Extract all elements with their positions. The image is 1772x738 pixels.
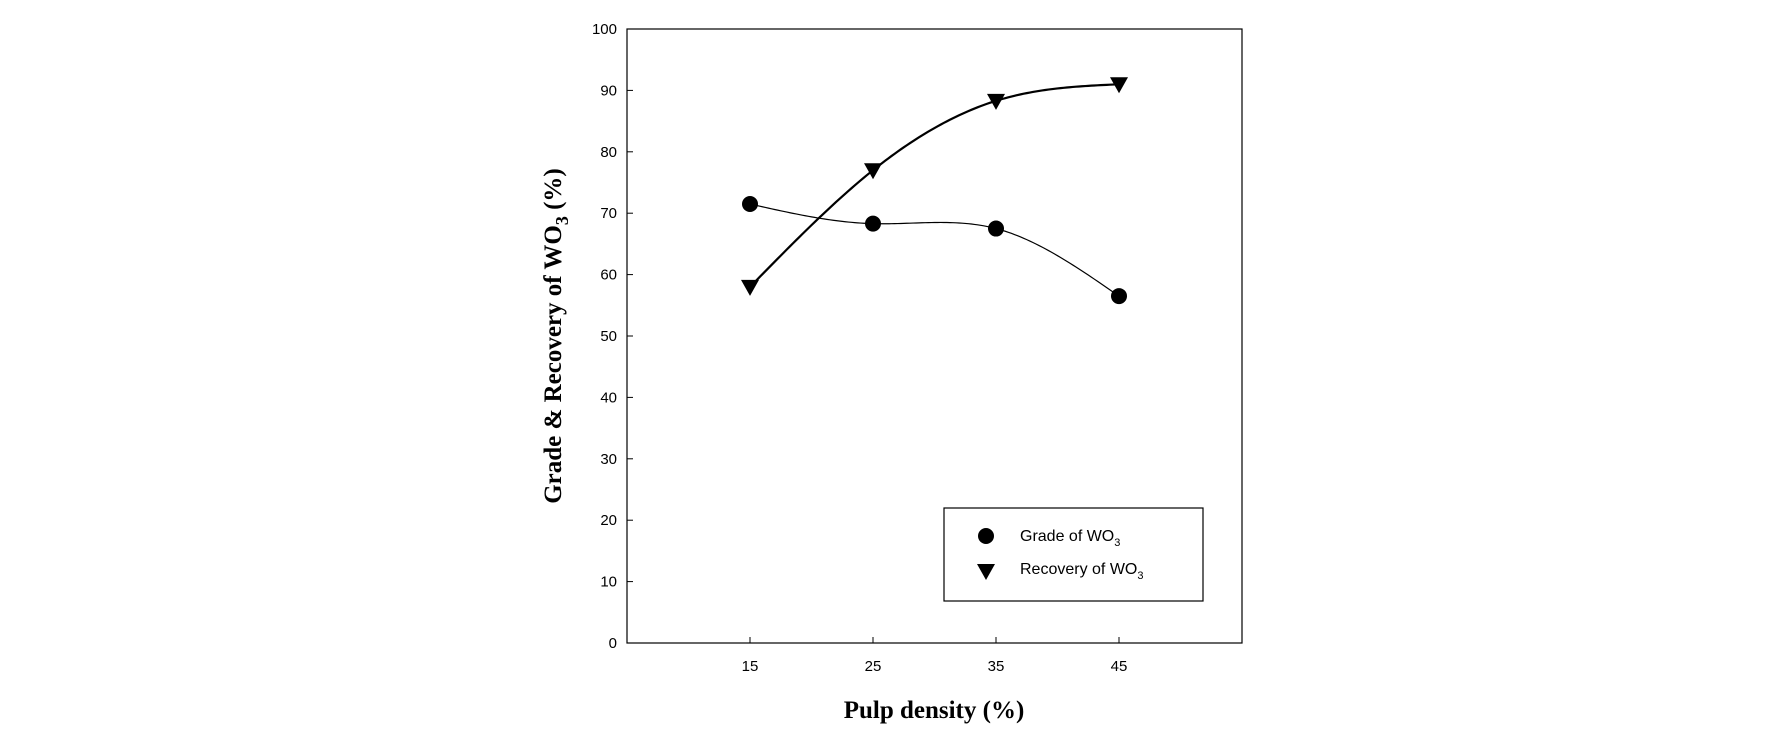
data-point-grade	[742, 195, 758, 212]
y-tick-label: 30	[600, 451, 617, 468]
data-point-recovery	[987, 93, 1005, 110]
data-point-grade	[865, 215, 881, 232]
data-point-grade	[1111, 288, 1127, 305]
x-tick-label: 25	[865, 658, 882, 675]
fit-curves	[749, 83, 1120, 297]
data-markers	[741, 77, 1128, 305]
x-axis-title: Pulp density (%)	[844, 697, 1025, 724]
legend-label-recovery: Recovery of WO3	[1020, 561, 1143, 582]
y-axis: 0 10 20 30 40 50 60 70 80 90 100	[592, 21, 633, 652]
legend-marker-recovery	[977, 564, 995, 580]
y-tick-label: 90	[600, 82, 617, 99]
fit-curve-series-1	[749, 203, 1120, 297]
y-tick-label: 80	[600, 144, 617, 161]
y-tick-label: 40	[600, 389, 617, 406]
data-point-recovery	[864, 163, 882, 180]
y-axis-title: Grade & Recovery of WO3 (%)	[540, 168, 572, 504]
legend-box	[943, 507, 1204, 602]
x-axis: 15 25 35 45	[742, 637, 1128, 675]
x-tick-label: 45	[1111, 658, 1128, 675]
y-tick-label: 70	[600, 205, 617, 222]
x-tick-label: 15	[742, 658, 759, 675]
y-tick-label: 0	[609, 635, 617, 652]
y-tick-label: 50	[600, 328, 617, 345]
legend: Grade of WO3 Recovery of WO3	[943, 507, 1204, 602]
data-point-recovery	[1110, 77, 1128, 94]
y-tick-label: 100	[592, 21, 617, 38]
y-tick-label: 60	[600, 267, 617, 284]
y-tick-label: 10	[600, 574, 617, 591]
legend-marker-grade	[978, 528, 994, 544]
fit-curve-series-2	[749, 83, 1120, 288]
legend-label-grade: Grade of WO3	[1020, 528, 1120, 549]
x-tick-label: 35	[988, 658, 1005, 675]
data-point-grade	[988, 220, 1004, 237]
y-tick-label: 20	[600, 512, 617, 529]
data-point-recovery	[741, 279, 759, 296]
